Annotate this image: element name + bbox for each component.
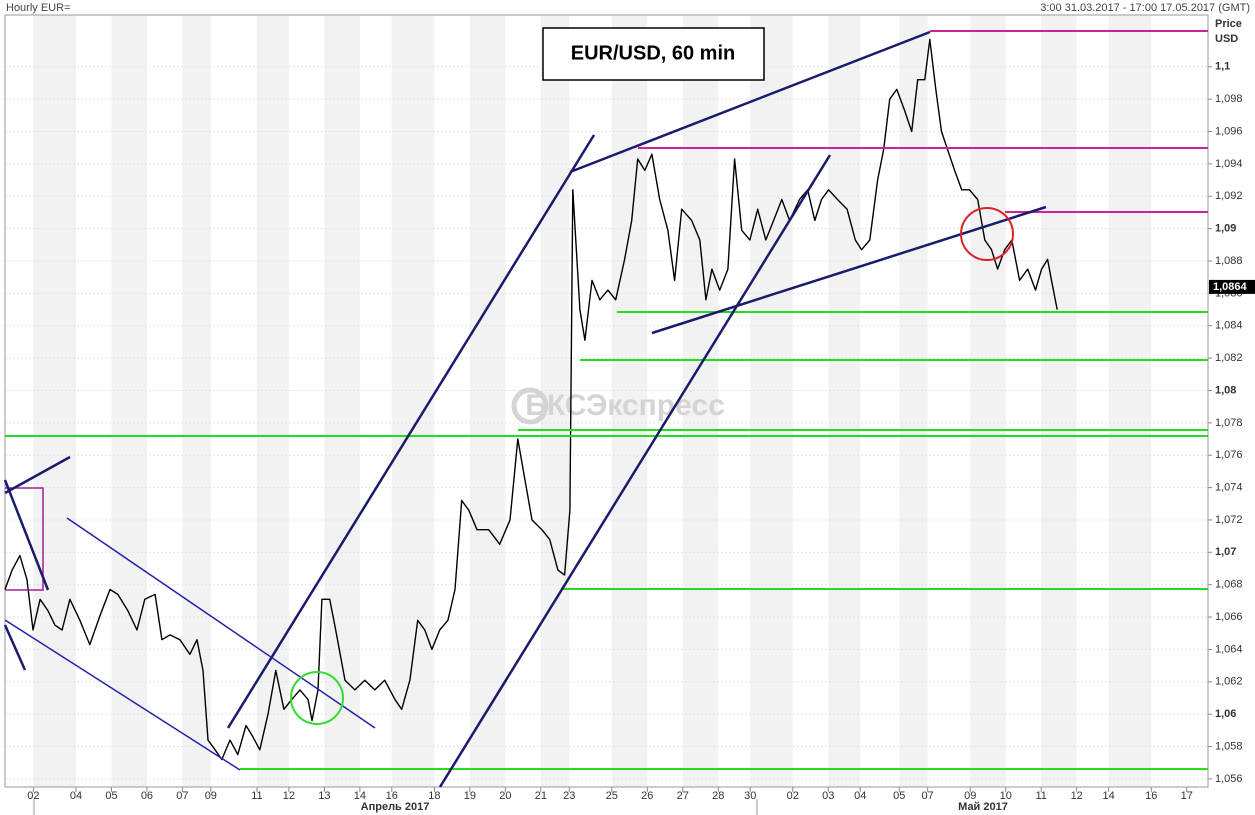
trend-line — [66, 517, 376, 729]
x-tick-label: 09 — [964, 790, 976, 802]
y-axis-label: USD — [1215, 33, 1238, 45]
y-tick-label: 1,062 — [1215, 676, 1243, 688]
y-tick-label: 1,064 — [1215, 643, 1243, 655]
x-tick-label: 23 — [563, 790, 575, 802]
x-tick-label: 28 — [712, 790, 724, 802]
x-tick-label: 07 — [176, 790, 188, 802]
y-tick-label: 1,078 — [1215, 417, 1243, 429]
x-tick-label: 19 — [464, 790, 476, 802]
resistance-lines — [5, 30, 1208, 591]
chart-title: EUR/USD, 60 min — [571, 42, 735, 64]
day-stripe — [391, 15, 435, 787]
day-stripe — [111, 15, 147, 787]
x-tick-label: 14 — [1103, 790, 1115, 802]
x-tick-label: 16 — [386, 790, 398, 802]
y-tick-label: 1,072 — [1215, 514, 1243, 526]
day-stripe — [828, 15, 861, 787]
x-tick-label: 13 — [318, 790, 330, 802]
day-stripe — [970, 15, 1006, 787]
y-tick-label: 1,1 — [1215, 61, 1230, 73]
x-tick-label: 02 — [27, 790, 39, 802]
x-tick-label: 21 — [535, 790, 547, 802]
highlight-circle — [960, 207, 1014, 261]
x-tick-label: 11 — [1036, 790, 1047, 802]
y-tick-label: 1,074 — [1215, 481, 1243, 493]
watermark: БКСЭкспресс — [525, 389, 725, 422]
watermark-logo — [511, 387, 549, 425]
x-tick-label: 14 — [354, 790, 366, 802]
y-tick-label: 1,096 — [1215, 125, 1243, 137]
month-label: Апрель 2017 — [361, 801, 430, 813]
last-price-label: 1,0864 — [1213, 281, 1248, 293]
day-stripe — [324, 15, 360, 787]
y-tick-label: 1,06 — [1215, 708, 1236, 720]
x-tick-label: 04 — [854, 790, 866, 802]
x-tick-label: 27 — [677, 790, 689, 802]
day-stripe — [469, 15, 506, 787]
day-stripe — [750, 15, 793, 787]
trend-line — [226, 134, 596, 729]
x-tick-label: 09 — [205, 790, 217, 802]
y-tick-label: 1,066 — [1215, 611, 1243, 623]
trend-line — [438, 154, 832, 788]
y-tick-label: 1,076 — [1215, 449, 1243, 461]
header-right: 3:00 31.03.2017 - 17:00 17.05.2017 (GMT) — [1040, 2, 1250, 14]
price-line — [4, 38, 1058, 761]
x-tick-label: 30 — [744, 790, 756, 802]
channel-lines — [4, 517, 376, 771]
x-tick-label: 11 — [251, 790, 262, 802]
trend-lines — [3, 30, 1047, 788]
trend-line — [569, 30, 931, 174]
highlight-circle — [290, 671, 344, 725]
trend-line — [651, 205, 1047, 335]
x-tick-label: 06 — [141, 790, 153, 802]
trend-line — [3, 624, 27, 671]
x-tick-label: 05 — [893, 790, 905, 802]
x-tick-label: 16 — [1145, 790, 1157, 802]
y-tick-label: 1,084 — [1215, 320, 1243, 332]
y-tick-label: 1,09 — [1215, 223, 1236, 235]
x-tick-label: 20 — [499, 790, 511, 802]
x-tick-label: 05 — [105, 790, 117, 802]
x-tick-label: 25 — [606, 790, 618, 802]
x-tick-label: 02 — [787, 790, 799, 802]
x-tick-label: 04 — [70, 790, 82, 802]
day-stripe — [1041, 15, 1077, 787]
y-axis-label: Price — [1215, 18, 1242, 30]
trend-line — [3, 479, 50, 591]
month-label: Май 2017 — [958, 801, 1008, 813]
y-tick-label: 1,056 — [1215, 773, 1243, 785]
day-stripe — [682, 15, 719, 787]
y-tick-label: 1,098 — [1215, 93, 1243, 105]
box — [5, 487, 44, 591]
day-stripe — [182, 15, 211, 787]
trend-line — [4, 455, 71, 495]
y-tick-label: 1,082 — [1215, 352, 1243, 364]
y-tick-label: 1,094 — [1215, 158, 1243, 170]
x-tick-label: 07 — [922, 790, 934, 802]
annotations — [3, 30, 1208, 788]
x-tick-label: 12 — [283, 790, 295, 802]
plot-frame — [4, 14, 1209, 788]
trend-line — [4, 619, 241, 771]
y-tick-label: 1,088 — [1215, 255, 1243, 267]
x-tick-label: 26 — [641, 790, 653, 802]
day-stripe — [899, 15, 928, 787]
x-tick-label: 03 — [822, 790, 834, 802]
last-price-box — [1209, 279, 1255, 294]
y-tick-label: 1,068 — [1215, 579, 1243, 591]
day-stripe — [33, 15, 76, 787]
y-tick-label: 1,07 — [1215, 546, 1236, 558]
y-tick-label: 1,08 — [1215, 384, 1236, 396]
y-tick-label: 1,092 — [1215, 190, 1243, 202]
header-left: Hourly EUR= — [6, 2, 71, 14]
y-tick-label: 1,058 — [1215, 740, 1243, 752]
x-tick-label: 18 — [428, 790, 440, 802]
title-box — [542, 27, 765, 81]
x-tick-label: 10 — [1000, 790, 1012, 802]
x-tick-label: 12 — [1071, 790, 1083, 802]
x-tick-label: 17 — [1181, 790, 1193, 802]
day-stripe — [1108, 15, 1152, 787]
